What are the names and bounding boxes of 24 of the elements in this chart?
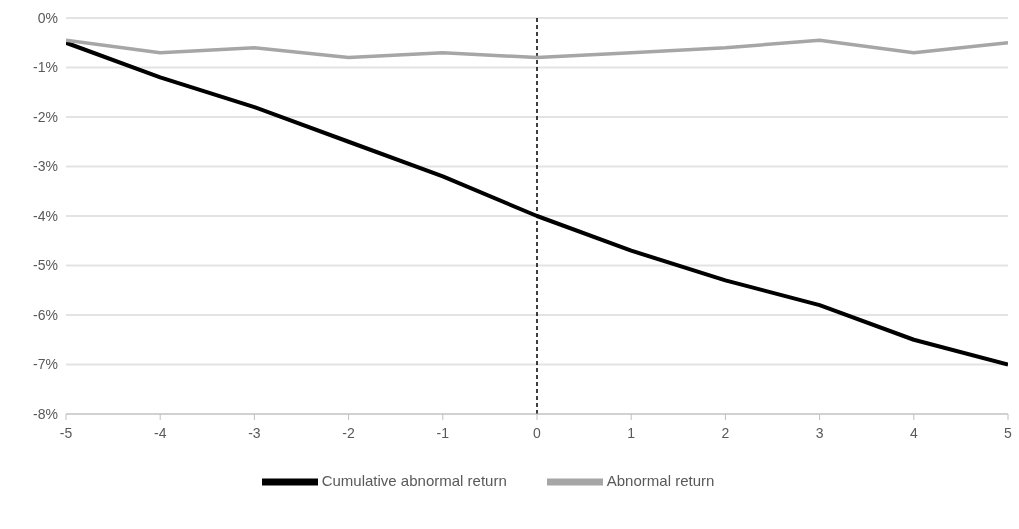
y-tick-label: 0%: [37, 9, 58, 26]
y-tick-label: -1%: [33, 59, 58, 76]
y-tick-label: -6%: [33, 306, 58, 323]
y-tick-label: -8%: [33, 405, 58, 422]
y-tick-label: -3%: [33, 158, 58, 175]
x-tick-label: 0: [533, 424, 542, 441]
y-tick-label: -4%: [33, 207, 58, 224]
y-tick-label: -5%: [33, 257, 58, 274]
legend-label: Abnormal return: [606, 471, 715, 489]
x-tick-label: 2: [721, 424, 730, 441]
y-tick-label: -2%: [33, 108, 58, 125]
y-tick-label: -7%: [33, 356, 58, 373]
x-tick-label: -3: [248, 424, 261, 441]
line-series: [66, 40, 1008, 367]
x-tick-label: -5: [59, 424, 73, 441]
x-tick-label: -1: [436, 424, 450, 441]
x-tick-label: 1: [627, 424, 636, 441]
x-tick-label: 5: [1004, 424, 1013, 441]
x-tick-label: 3: [815, 424, 824, 441]
line-series: [66, 38, 1008, 60]
legend-label: Cumulative abnormal return: [321, 471, 507, 489]
x-tick-label: 4: [909, 424, 918, 441]
x-tick-label: -2: [342, 424, 356, 441]
x-tick-label: -4: [153, 424, 167, 441]
